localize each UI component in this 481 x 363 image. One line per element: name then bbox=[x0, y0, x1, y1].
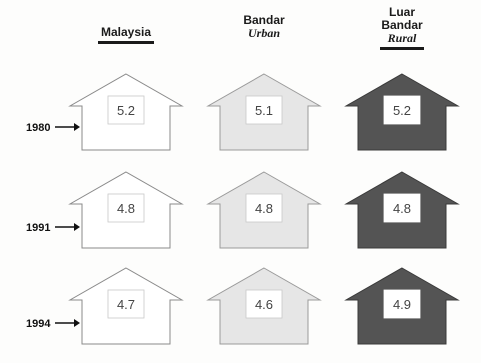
value-label-1980-0: 5.2 bbox=[117, 103, 135, 118]
value-box-1991-2 bbox=[383, 193, 421, 223]
value-box-1980-2 bbox=[383, 95, 421, 125]
row-label-1980: 1980 bbox=[26, 122, 50, 134]
row-label-1994: 1994 bbox=[26, 318, 51, 330]
row-arrow-head-1994 bbox=[74, 319, 80, 327]
house-1994-2: 4.9 bbox=[344, 267, 460, 345]
column-header-2: Luar Bandar Rural bbox=[347, 6, 457, 50]
column-label-2-0: Luar bbox=[388, 5, 415, 19]
house-1980-2: 5.2 bbox=[344, 73, 460, 151]
house-1991-2: 4.8 bbox=[344, 171, 460, 249]
value-label-1994-2: 4.9 bbox=[393, 297, 411, 312]
value-box-1980-0 bbox=[107, 95, 145, 125]
row-arrow-head-1991 bbox=[74, 223, 80, 231]
house-1991-0: 4.8 bbox=[68, 171, 184, 249]
value-box-1980-1 bbox=[245, 95, 283, 125]
value-box-1991-0 bbox=[107, 193, 145, 223]
value-label-1994-0: 4.7 bbox=[117, 297, 135, 312]
value-label-1991-0: 4.8 bbox=[117, 201, 135, 216]
column-underline-0 bbox=[98, 41, 154, 44]
value-label-1980-2: 5.2 bbox=[393, 103, 411, 118]
row-label-1991: 1991 bbox=[26, 222, 50, 234]
house-1980-0: 5.2 bbox=[68, 73, 184, 151]
column-sublabel-1: Urban bbox=[247, 26, 280, 40]
house-1991-1: 4.8 bbox=[206, 171, 322, 249]
value-box-1994-1 bbox=[245, 289, 283, 319]
house-1980-1: 5.1 bbox=[206, 73, 322, 151]
row-arrow-head-1980 bbox=[74, 123, 80, 131]
value-label-1991-1: 4.8 bbox=[255, 201, 273, 216]
value-box-1994-0 bbox=[107, 289, 145, 319]
column-underline-2 bbox=[380, 47, 424, 50]
house-1994-0: 4.7 bbox=[68, 267, 184, 345]
column-label-1-0: Bandar bbox=[243, 13, 285, 27]
column-sublabel-2: Rural bbox=[387, 31, 417, 45]
column-label-0-0: Malaysia bbox=[100, 25, 152, 39]
value-label-1980-1: 5.1 bbox=[255, 103, 273, 118]
value-box-1994-2 bbox=[383, 289, 421, 319]
house-1994-1: 4.6 bbox=[206, 267, 322, 345]
column-header-1: Bandar Urban bbox=[209, 14, 319, 40]
value-box-1991-1 bbox=[245, 193, 283, 223]
value-label-1994-1: 4.6 bbox=[255, 297, 273, 312]
value-label-1991-2: 4.8 bbox=[393, 201, 411, 216]
column-header-0: Malaysia bbox=[71, 26, 181, 44]
column-label-2-1: Bandar bbox=[381, 18, 423, 32]
